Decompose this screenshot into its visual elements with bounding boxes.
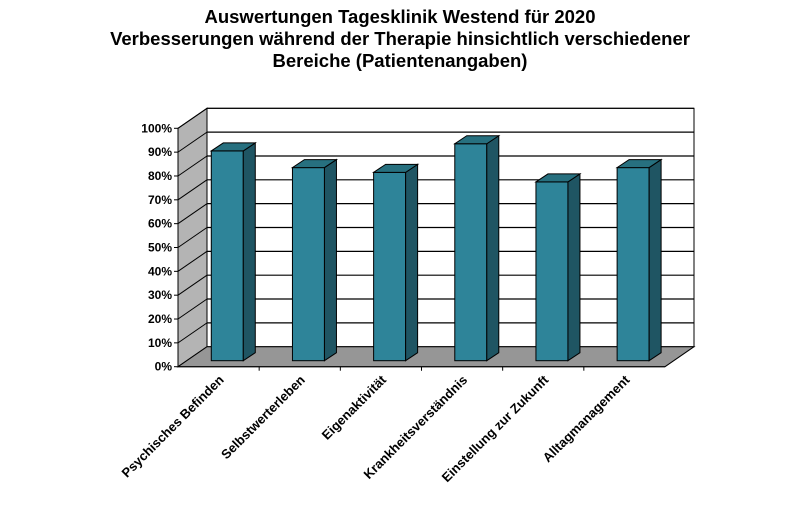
gridline-side — [177, 131, 208, 153]
x-category-label: Eigenaktivität — [319, 372, 390, 443]
bar-front — [291, 167, 325, 362]
title-line-3: Bereiche (Patientenangaben) — [272, 50, 528, 71]
y-tick-label: 40% — [148, 264, 172, 278]
bar-side — [648, 158, 662, 362]
gridline-side — [177, 274, 208, 296]
bar-front — [535, 181, 569, 362]
gridline-side — [177, 250, 208, 272]
bar — [453, 134, 501, 362]
bar-top — [534, 173, 582, 183]
x-category-label: Alltagmanagement — [540, 372, 633, 465]
y-tick-label: 70% — [148, 193, 172, 207]
chart-title: Auswertungen Tagesklinik Westend für 202… — [0, 6, 800, 72]
bar — [615, 158, 663, 362]
gridline-side — [177, 322, 208, 344]
gridline-side — [177, 227, 208, 248]
x-category-label: Selbstwerterleben — [218, 372, 308, 462]
y-tick-label: 20% — [148, 312, 172, 326]
bar-side — [242, 141, 256, 362]
title-line-1: Auswertungen Tagesklinik Westend für 202… — [204, 6, 596, 27]
gridline-side — [177, 155, 208, 177]
bar — [371, 163, 420, 362]
y-tick-label: 10% — [148, 336, 172, 350]
bar-front — [454, 143, 488, 362]
gridline-side — [177, 179, 208, 201]
bar-top — [453, 135, 501, 145]
bar — [290, 158, 339, 362]
bar-top — [290, 159, 339, 169]
bar-side — [323, 158, 337, 362]
y-tick-label: 50% — [148, 241, 172, 255]
title-line-2: Verbesserungen während der Therapie hins… — [110, 28, 690, 49]
bar-front — [373, 171, 407, 362]
gridline-side — [177, 298, 208, 320]
bar-front — [616, 167, 650, 362]
gridline-side — [177, 107, 208, 129]
x-category-label: Psychisches Befinden — [119, 372, 227, 480]
y-tick-label: 100% — [141, 121, 172, 135]
y-tick-label: 30% — [148, 288, 172, 302]
gridline-side — [177, 203, 208, 225]
bar-side — [405, 163, 419, 362]
bar-top — [209, 142, 257, 152]
bar-side — [567, 172, 581, 362]
y-tick-label: 80% — [148, 169, 172, 183]
y-tick-label: 90% — [148, 145, 172, 159]
bar-front — [210, 150, 244, 362]
y-tick-label: 0% — [155, 360, 173, 374]
bar — [209, 141, 257, 362]
bar-side — [486, 134, 500, 362]
bar — [534, 172, 582, 362]
bar-top — [615, 159, 663, 169]
bar-top — [371, 163, 420, 173]
y-tick-label: 60% — [148, 217, 172, 231]
